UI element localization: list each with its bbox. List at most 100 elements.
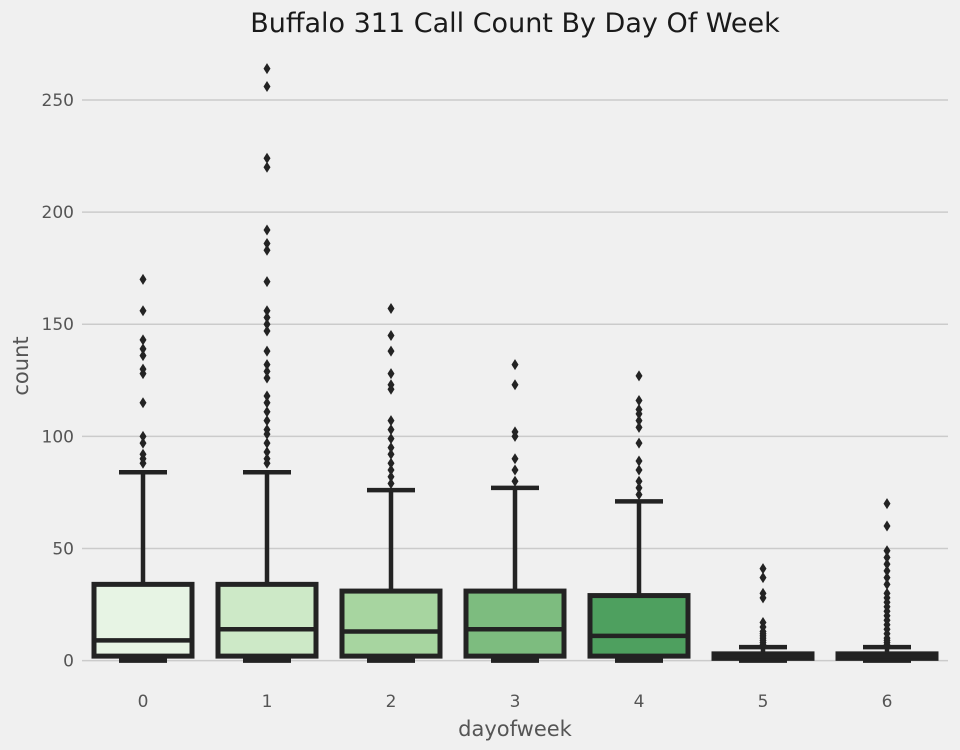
iqr-box [463,588,567,659]
outlier-point [511,426,519,438]
outlier-point [263,446,271,458]
outlier-point [387,345,395,357]
outlier-point [263,238,271,250]
outlier-point [263,81,271,93]
outlier-point [511,453,519,465]
x-tick-label-2: 2 [386,692,397,712]
outlier-point [883,498,891,510]
outlier-point [883,558,891,570]
outlier-point [139,448,147,460]
x-tick-label-5: 5 [758,692,769,712]
y-tick-label-200: 200 [42,203,74,223]
outlier-point [139,334,147,346]
outlier-point [387,464,395,476]
x-tick-label-1: 1 [262,692,273,712]
outlier-point [139,437,147,449]
outlier-point [635,415,643,427]
outlier-point [263,424,271,436]
x-axis-label: dayofweek [458,717,573,741]
outlier-point [263,406,271,418]
x-tick-label-6: 6 [882,692,893,712]
outlier-point [263,318,271,330]
outlier-point [635,455,643,467]
x-tick-labels: 0 1 2 3 4 5 6 [138,692,893,712]
outlier-point [387,379,395,391]
outlier-point [139,430,147,442]
outlier-point [139,397,147,409]
outlier-point [263,325,271,337]
outlier-point [263,312,271,324]
outlier-point [263,415,271,427]
outlier-point [635,489,643,501]
outlier-point [387,424,395,436]
outlier-point [635,475,643,487]
outlier-point [511,475,519,487]
outlier-point [387,433,395,445]
outlier-point [263,365,271,377]
y-tick-label-100: 100 [42,427,74,447]
outlier-point [635,482,643,494]
y-tick-label-50: 50 [52,539,74,559]
y-tick-label-0: 0 [63,652,74,672]
outlier-point [263,224,271,236]
outlier-point [263,372,271,384]
outlier-point [759,572,767,584]
chart-title: Buffalo 311 Call Count By Day Of Week [250,8,780,39]
outlier-point [759,587,767,599]
outlier-point [387,457,395,469]
outlier-point [387,477,395,489]
box-day-4 [587,370,691,663]
outlier-point [635,437,643,449]
box-day-2 [339,303,443,663]
outlier-point [263,244,271,256]
outlier-point [387,415,395,427]
outlier-point [511,464,519,476]
outlier-point [883,551,891,563]
x-tick-label-3: 3 [510,692,521,712]
outlier-point [883,545,891,557]
box-series [91,63,939,663]
y-tick-labels: 0 50 100 150 200 250 [42,91,74,672]
outlier-point [263,359,271,371]
outlier-point [139,363,147,375]
outlier-point [883,565,891,577]
outlier-point [139,273,147,285]
iqr-box [215,581,319,659]
outlier-point [759,616,767,628]
outlier-point [511,379,519,391]
box-day-3 [463,359,567,663]
outlier-point [263,390,271,402]
outlier-point [263,397,271,409]
outlier-point [635,421,643,433]
x-tick-label-0: 0 [138,692,149,712]
y-axis-label: count [9,336,33,395]
box-day-6 [835,498,939,663]
outlier-point [263,305,271,317]
outlier-point [387,329,395,341]
outlier-point [883,587,891,599]
outlier-point [387,448,395,460]
outlier-point [263,152,271,164]
outlier-point [387,442,395,454]
outlier-point [635,403,643,415]
box-day-5 [711,563,815,663]
outlier-point [883,520,891,532]
iqr-box [339,588,443,659]
outlier-point [511,359,519,371]
outlier-point [263,63,271,75]
outlier-point [139,350,147,362]
iqr-box [91,581,195,659]
box-day-0 [91,273,195,663]
outlier-point [635,394,643,406]
outlier-point [263,345,271,357]
iqr-box [587,593,691,659]
outlier-point [387,368,395,380]
outlier-point [387,303,395,315]
outlier-point [635,370,643,382]
outlier-point [883,578,891,590]
y-tick-label-150: 150 [42,315,74,335]
outlier-point [139,305,147,317]
y-tick-label-250: 250 [42,91,74,111]
outlier-point [387,471,395,483]
